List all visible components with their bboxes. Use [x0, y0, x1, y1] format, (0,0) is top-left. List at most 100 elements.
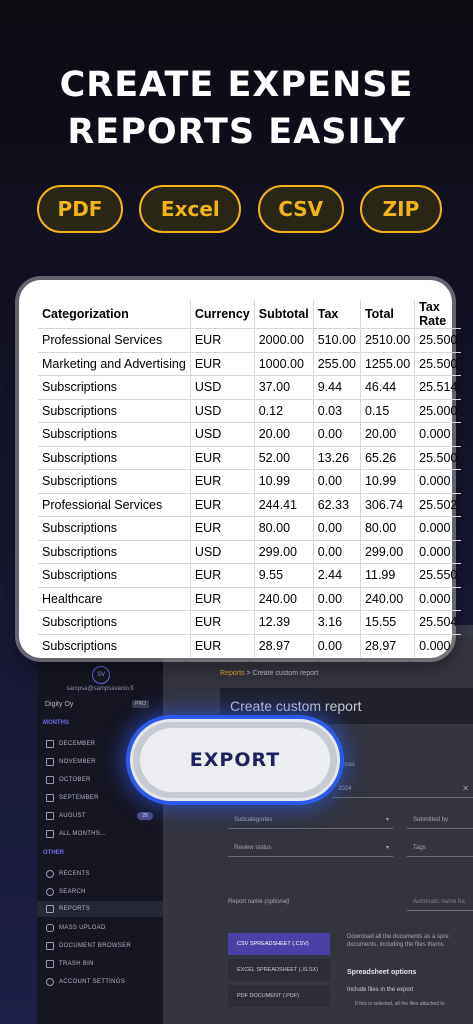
breadcrumb: Reports > Create custom report — [220, 670, 318, 677]
pro-badge: PRO — [132, 700, 149, 708]
sidebar-item-label: DECEMBER — [59, 741, 96, 747]
table-cell: 244.41 — [253, 493, 314, 517]
format-option-xlsx[interactable]: EXCEL SPREADSHEET (.XLSX) — [228, 959, 330, 981]
column-header: Currency — [189, 300, 255, 329]
table-cell: 25.500 — [414, 446, 462, 470]
sidebar-item-recents[interactable]: RECENTS — [46, 870, 90, 878]
table-cell: Subscriptions — [38, 516, 191, 541]
table-cell: USD — [189, 399, 255, 423]
expense-table: Categorization Currency Subtotal Tax Tot… — [38, 300, 462, 657]
include-files-label[interactable]: Include files in the export — [347, 987, 414, 993]
trash-icon — [46, 960, 54, 968]
table-cell: 299.00 — [253, 540, 314, 564]
column-header: Total — [359, 300, 415, 329]
table-cell: 0.000 — [414, 634, 462, 657]
submitted-by-dropdown[interactable]: Submitted by — [407, 811, 473, 829]
table-row: Subscriptions USD 299.00 0.00 299.00 0.000 — [38, 540, 462, 564]
chevron-down-icon: ▾ — [385, 845, 389, 851]
table-cell: 0.000 — [414, 516, 462, 541]
tags-dropdown[interactable]: Tags — [407, 839, 473, 857]
calendar-icon — [46, 758, 54, 766]
sidebar-item-reports[interactable]: REPORTS — [37, 901, 163, 917]
sidebar-item-label: ACCOUNT SETTINGS — [59, 979, 126, 985]
table-cell: Subscriptions — [38, 610, 191, 635]
expense-table-card: Categorization Currency Subtotal Tax Tot… — [19, 280, 462, 658]
review-status-dropdown[interactable]: Review status ▾ — [228, 839, 393, 857]
table-cell: 0.000 — [414, 540, 462, 564]
table-cell: USD — [189, 422, 255, 447]
table-cell: 2.44 — [312, 563, 361, 588]
table-body: Professional Services EUR 2000.00 510.00 251… — [38, 328, 462, 657]
table-cell: 13.26 — [312, 446, 361, 470]
calendar-icon — [46, 812, 54, 820]
sidebar-item-august[interactable]: AUGUST — [46, 812, 86, 820]
search-icon — [46, 888, 54, 896]
table-cell: Subscriptions — [38, 446, 191, 470]
export-button[interactable]: EXPORT — [130, 719, 340, 801]
format-pill-csv: CSV — [257, 185, 344, 233]
table-cell: 28.97 — [253, 634, 314, 657]
table-row: Subscriptions EUR 12.39 3.16 15.55 25.504 — [38, 610, 462, 635]
report-name-label: Report name (optional) — [228, 899, 290, 905]
table-cell: 65.26 — [359, 446, 415, 470]
page-title: Create custom report — [230, 698, 362, 714]
sidebar-item-label: ALL MONTHS... — [59, 831, 107, 837]
table-cell: 0.00 — [312, 540, 361, 564]
sidebar-item-document-browser[interactable]: DOCUMENT BROWSER — [46, 942, 131, 950]
sidebar-item-october[interactable]: OCTOBER — [46, 776, 91, 784]
page-title-panel: Create custom report — [220, 688, 473, 724]
report-name-input[interactable]: Automatic name ba — [407, 893, 473, 911]
sidebar-item-september[interactable]: SEPTEMBER — [46, 794, 99, 802]
date-range-field[interactable]: 2024 ✕ — [332, 780, 473, 798]
table-cell: 0.12 — [253, 399, 314, 423]
table-cell: 80.00 — [359, 516, 415, 541]
table-cell: 9.44 — [312, 375, 361, 400]
sidebar-item-trash-bin[interactable]: TRASH BIN — [46, 960, 94, 968]
table-cell: USD — [189, 540, 255, 564]
expenses-label: enses — [339, 762, 356, 768]
table-row: Subscriptions EUR 28.97 0.00 28.97 0.000 — [38, 634, 462, 657]
table-cell: EUR — [189, 446, 255, 470]
column-header: Subtotal — [253, 300, 314, 329]
table-cell: 1000.00 — [253, 352, 314, 376]
table-cell: 46.44 — [359, 375, 415, 400]
main-content: bf9-d34 Reports > Create custom report C… — [163, 625, 473, 1024]
table-cell: 0.03 — [312, 399, 361, 423]
table-cell: 25.000 — [414, 399, 462, 423]
subcategories-dropdown[interactable]: Subcategories ▾ — [228, 811, 393, 829]
table-cell: 10.99 — [359, 469, 415, 494]
sidebar-item-search[interactable]: SEARCH — [46, 888, 86, 896]
format-option-pdf[interactable]: PDF DOCUMENT (.PDF) — [228, 985, 330, 1007]
avatar[interactable]: SV — [92, 666, 110, 684]
subcategories-label: Subcategories — [234, 817, 273, 823]
table-cell: EUR — [189, 610, 255, 635]
org-selector[interactable]: Digity Oy PRO — [45, 697, 157, 711]
table-cell: 25.502 — [414, 493, 462, 517]
table-row: Professional Services EUR 244.41 62.33 306.7… — [38, 493, 462, 517]
breadcrumb-reports[interactable]: Reports — [220, 670, 245, 677]
sidebar-item-account-settings[interactable]: ACCOUNT SETTINGS — [46, 978, 125, 986]
table-cell: 0.00 — [312, 587, 361, 611]
breadcrumb-current: Create custom report — [252, 670, 319, 677]
user-email: sampsa@sampsavanio.fi — [66, 686, 134, 692]
table-cell: 240.00 — [253, 587, 314, 611]
table-cell: Marketing and Advertising — [38, 352, 191, 376]
sidebar-item-label: OCTOBER — [59, 777, 91, 783]
sidebar-item-label: SEARCH — [59, 889, 86, 895]
clear-icon[interactable]: ✕ — [462, 784, 469, 793]
table-cell: Subscriptions — [38, 469, 191, 494]
sidebar-item-november[interactable]: NOVEMBER — [46, 758, 96, 766]
headline-line-2: REPORTS EASILY — [67, 112, 406, 152]
sidebar-item-december[interactable]: DECEMBER — [46, 740, 95, 748]
format-option-csv[interactable]: CSV SPREADSHEET (.CSV) — [228, 933, 330, 955]
sidebar-item-mass-upload[interactable]: MASS UPLOAD — [46, 924, 106, 932]
sidebar-item-all-months[interactable]: ALL MONTHS... — [46, 830, 106, 838]
table-cell: 510.00 — [312, 328, 361, 353]
table-cell: Subscriptions — [38, 540, 191, 564]
sidebar-item-label: MASS UPLOAD — [59, 925, 106, 931]
table-cell: 0.00 — [312, 516, 361, 541]
sidebar-item-label: RECENTS — [59, 871, 90, 877]
table-header-row: Categorization Currency Subtotal Tax Tot… — [38, 300, 462, 329]
chart-icon — [46, 905, 54, 913]
table-cell: 15.55 — [359, 610, 415, 635]
